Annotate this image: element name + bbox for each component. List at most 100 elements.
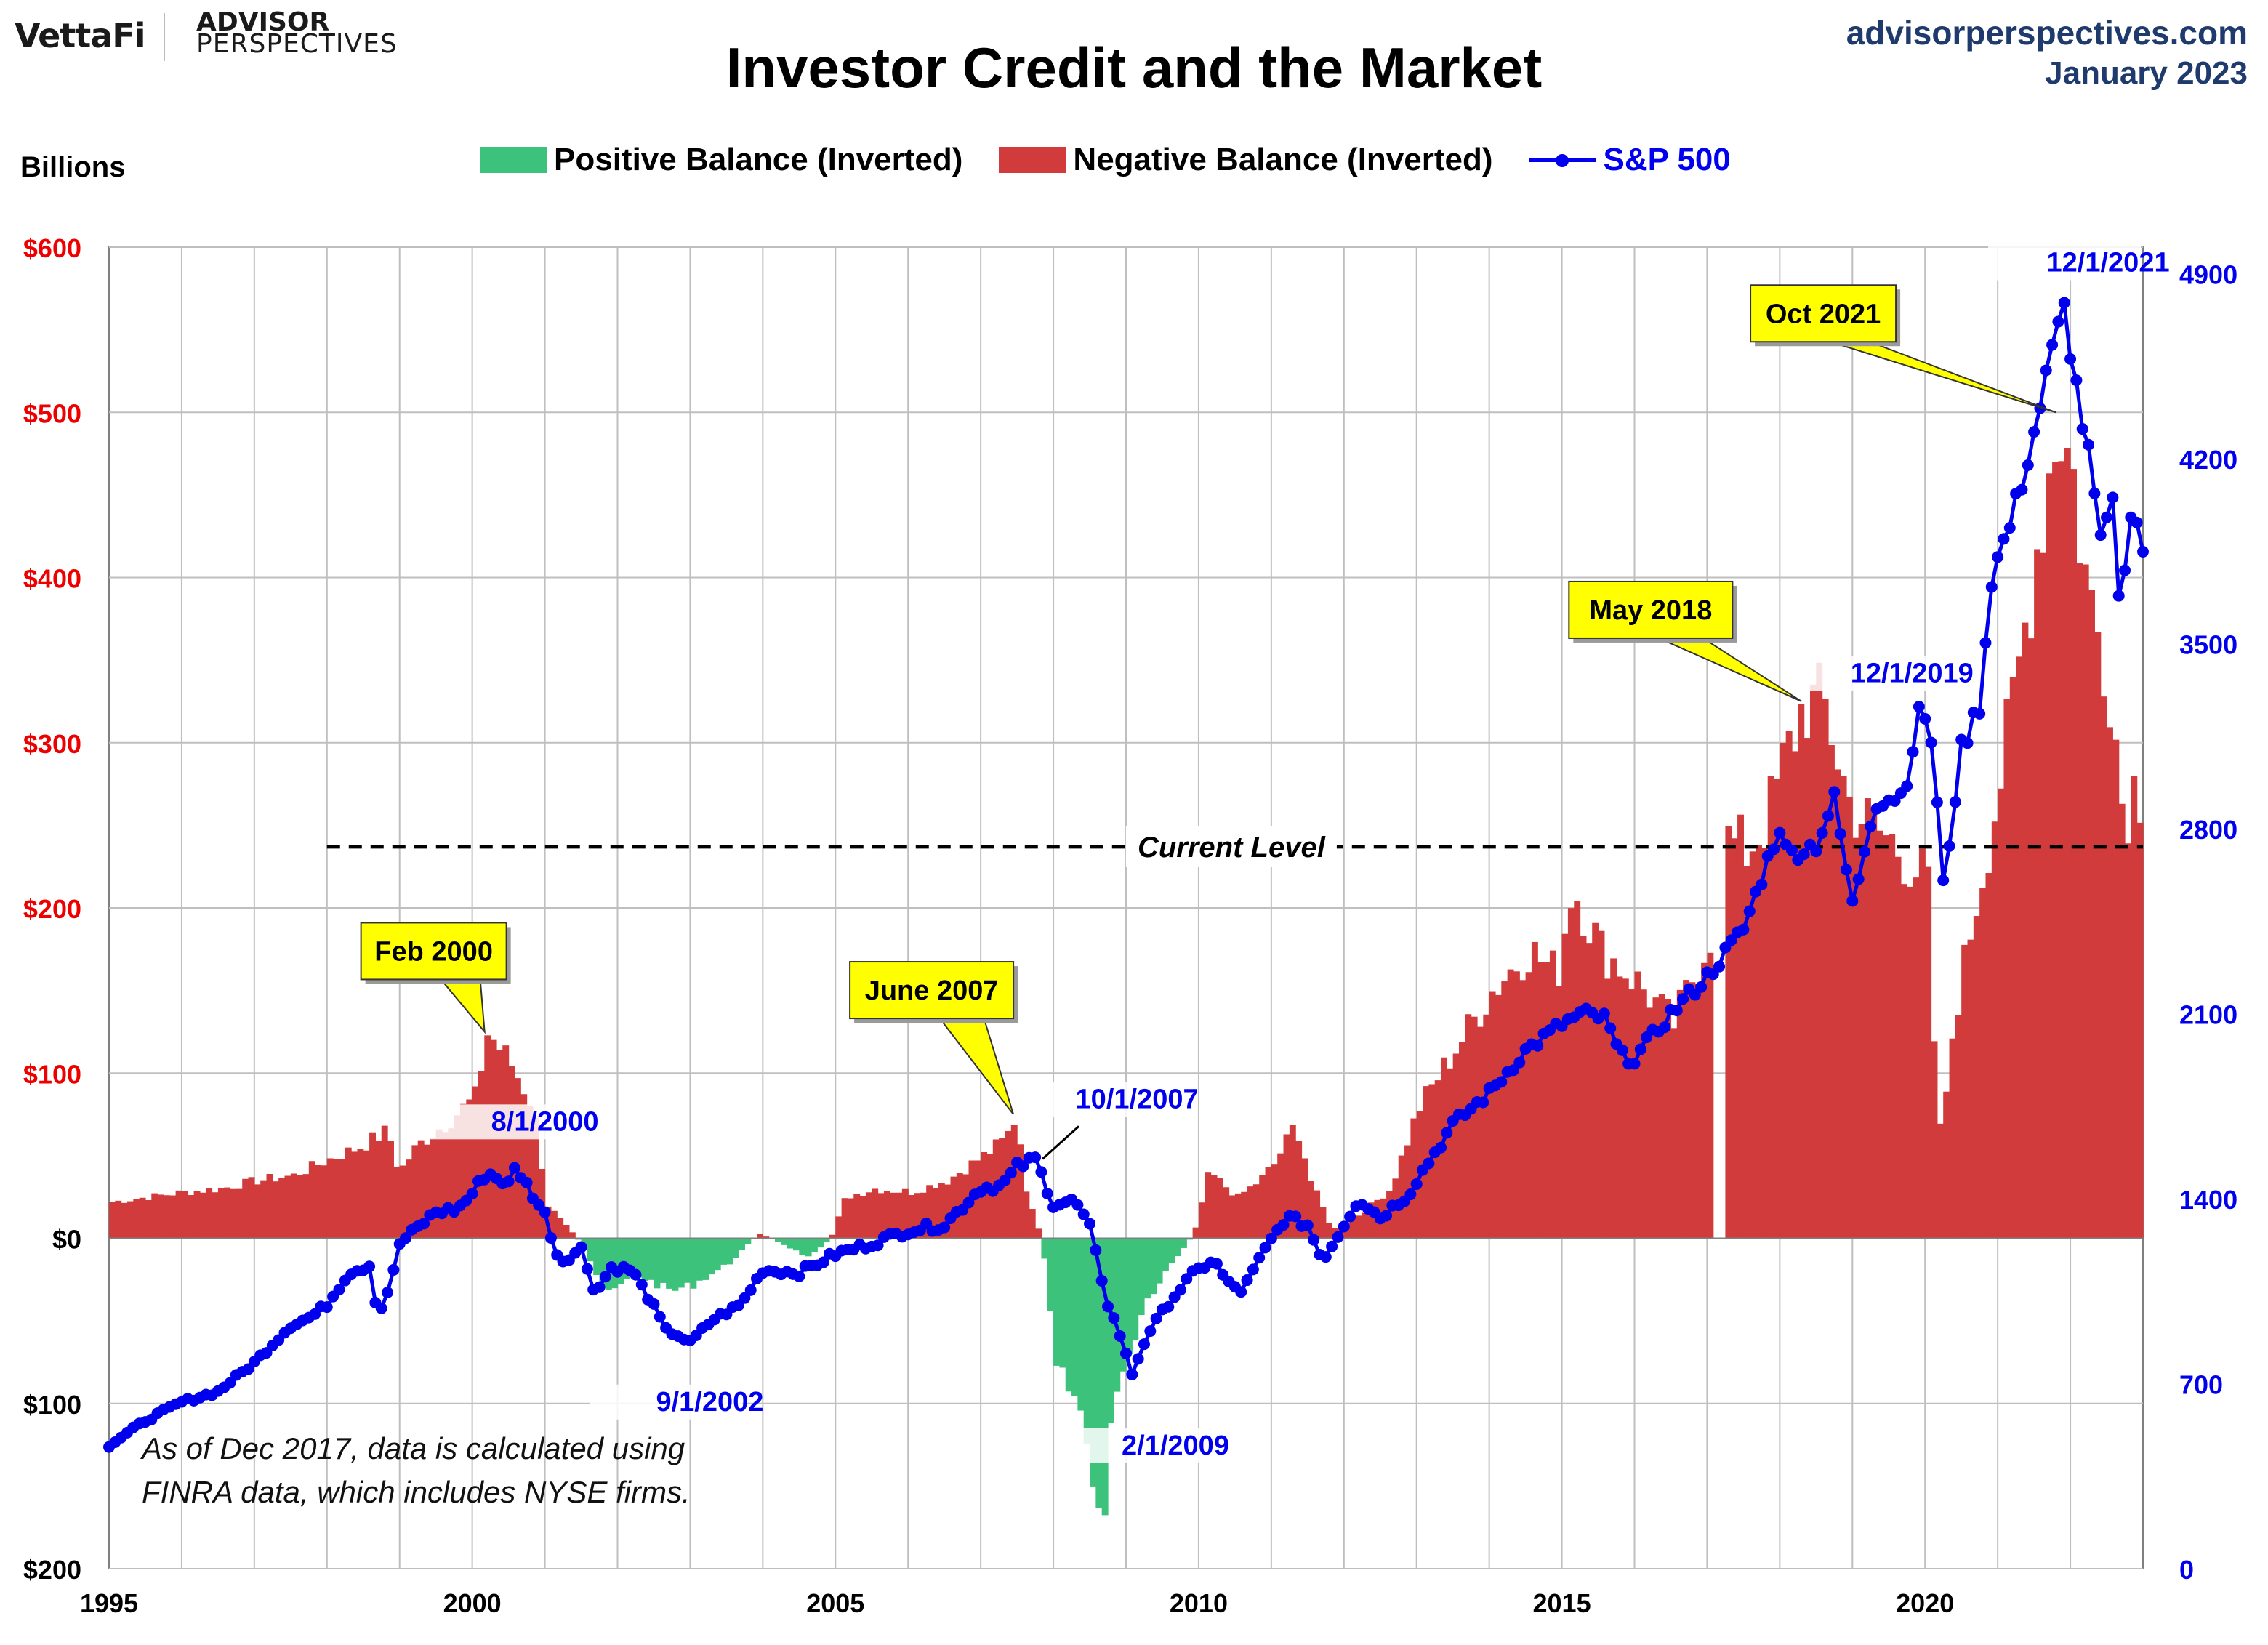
- balance-bar: [974, 1160, 981, 1239]
- sp500-point: [1126, 1368, 1138, 1380]
- sp500-point: [1259, 1242, 1271, 1254]
- sp500-point: [1150, 1312, 1162, 1324]
- balance-bar: [872, 1188, 879, 1239]
- sp500-point: [1120, 1347, 1132, 1359]
- sp500-point: [382, 1287, 394, 1299]
- sp500-point: [1041, 1187, 1053, 1199]
- callout-label: May 2018: [1589, 595, 1712, 626]
- balance-bar: [2136, 822, 2144, 1239]
- balance-bar: [363, 1150, 370, 1239]
- sp500-point: [1132, 1353, 1144, 1365]
- balance-bar: [847, 1198, 854, 1239]
- sp500-point: [1828, 786, 1841, 798]
- balance-bar: [1701, 962, 1708, 1239]
- balance-bar: [823, 1238, 830, 1243]
- sp500-point: [1677, 993, 1689, 1005]
- balance-bar: [442, 1132, 449, 1239]
- sp500-point: [1332, 1231, 1344, 1243]
- sp500-point: [1925, 736, 1937, 749]
- balance-bar: [302, 1174, 310, 1239]
- balance-bar: [1434, 1080, 1441, 1239]
- sp500-point: [654, 1311, 666, 1323]
- balance-bar: [648, 1238, 655, 1280]
- sp500-point: [2016, 483, 2028, 496]
- balance-bar: [714, 1238, 721, 1271]
- sp500-point: [1798, 848, 1810, 861]
- balance-bar: [1180, 1238, 1187, 1248]
- sp500-point: [544, 1232, 557, 1244]
- sp500-point: [1532, 1039, 1544, 1052]
- balance-bar: [115, 1200, 122, 1239]
- balance-bar: [932, 1188, 939, 1239]
- balance-bar: [623, 1238, 630, 1279]
- balance-bar: [169, 1195, 177, 1239]
- balance-bar: [1059, 1238, 1066, 1368]
- balance-bar: [1574, 901, 1581, 1239]
- balance-bar: [1198, 1202, 1205, 1239]
- balance-bar: [1665, 999, 1672, 1239]
- balance-bar: [1223, 1187, 1230, 1239]
- sp500-point: [1138, 1338, 1150, 1351]
- balance-bar: [1205, 1172, 1212, 1239]
- balance-bar: [1907, 886, 1914, 1239]
- balance-bar: [1961, 944, 1969, 1239]
- balance-bar: [1646, 1007, 1654, 1239]
- sp500-point: [1913, 701, 1925, 713]
- balance-bar: [853, 1194, 861, 1239]
- balance-bar: [1150, 1238, 1157, 1295]
- sp500-point: [1858, 845, 1870, 858]
- balance-bar: [2052, 462, 2059, 1239]
- balance-bar: [1634, 971, 1641, 1239]
- sp500-point: [1670, 1005, 1683, 1017]
- balance-bar: [1858, 824, 1865, 1239]
- legend-label-positive: Positive Balance (Inverted): [554, 142, 963, 177]
- balance-bar: [1876, 830, 1883, 1239]
- balance-bar: [1955, 1015, 1962, 1239]
- sp500-point: [2070, 374, 2083, 387]
- balance-bar: [278, 1178, 286, 1239]
- balance-bar: [2076, 563, 2083, 1239]
- balance-bar: [230, 1188, 237, 1239]
- balance-bar: [520, 1094, 528, 1239]
- balance-bar: [1265, 1167, 1272, 1239]
- callout-label: June 2007: [865, 976, 999, 1006]
- balance-bar: [1368, 1202, 1375, 1239]
- balance-bar: [1513, 971, 1520, 1239]
- units-label: Billions: [20, 151, 126, 183]
- sp500-point: [1308, 1234, 1320, 1246]
- balance-bar: [1531, 941, 1538, 1239]
- balance-bar: [2131, 776, 2138, 1239]
- left-axis-tick-label: $100: [23, 1059, 81, 1089]
- balance-bar: [914, 1193, 921, 1239]
- balance-bar: [908, 1195, 915, 1239]
- balance-bar: [121, 1202, 128, 1239]
- balance-bar: [466, 1099, 473, 1239]
- balance-bar: [248, 1177, 255, 1239]
- balance-bar: [472, 1086, 479, 1239]
- balance-bar: [630, 1238, 637, 1276]
- sp500-point: [630, 1268, 642, 1281]
- sp500-point: [1277, 1219, 1290, 1231]
- sp500-point: [1979, 637, 1992, 649]
- sp500-series: [103, 297, 2149, 1453]
- balance-bar: [1325, 1223, 1332, 1239]
- right-axis-tick-label: 4200: [2179, 445, 2237, 475]
- balance-bar: [1925, 866, 1932, 1239]
- sp500-point: [539, 1206, 551, 1218]
- sp500-point: [2052, 315, 2064, 328]
- sp500-point: [2119, 564, 2131, 576]
- logo-divider: [164, 13, 165, 61]
- sp500-point: [1628, 1058, 1641, 1070]
- balance-bar: [1937, 1123, 1944, 1239]
- balance-bar: [321, 1165, 328, 1239]
- balance-bar: [459, 1103, 467, 1239]
- legend-swatch-positive: [480, 147, 547, 173]
- balance-bar: [1519, 980, 1527, 1239]
- sp-label-bg: [590, 1384, 743, 1420]
- balance-bar: [1640, 989, 1647, 1239]
- balance-bar: [877, 1193, 885, 1239]
- balance-bar: [1822, 699, 1829, 1239]
- sp500-point: [1344, 1210, 1356, 1223]
- balance-bar: [2118, 803, 2126, 1239]
- sp500-point: [375, 1302, 387, 1314]
